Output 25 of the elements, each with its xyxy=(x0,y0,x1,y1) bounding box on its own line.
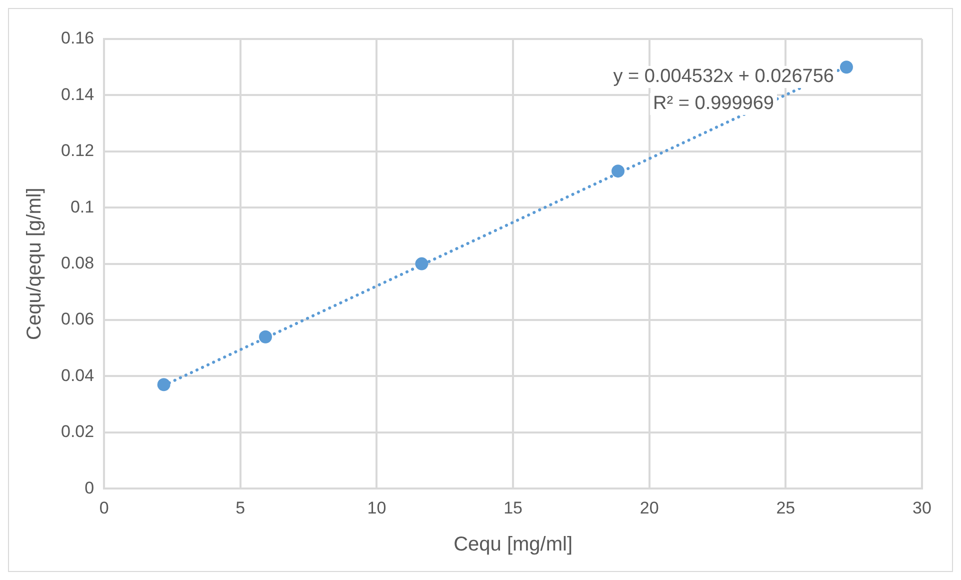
y-tick-label: 0.1 xyxy=(70,197,94,216)
x-tick-label: 5 xyxy=(236,498,246,518)
y-tick-label: 0.02 xyxy=(60,422,94,442)
point xyxy=(258,330,272,344)
y-tick-label: 0.16 xyxy=(60,28,94,48)
y-tick-label: 0.14 xyxy=(60,84,94,104)
y-tick-label: 0.06 xyxy=(60,310,94,329)
x-tick-label: 0 xyxy=(99,498,109,518)
x-tick-label: 20 xyxy=(640,498,659,518)
x-tick-label: 30 xyxy=(912,498,932,518)
y-axis-title: Cequ/qequ [g/ml] xyxy=(24,188,46,340)
point xyxy=(157,378,170,392)
annotation: R² = 0.999969 xyxy=(653,93,774,114)
x-tick-label: 10 xyxy=(367,498,386,518)
x-tick-label: 25 xyxy=(776,498,796,518)
point xyxy=(415,257,428,270)
point xyxy=(840,60,853,74)
annotation: y = 0.004532x + 0.026756 xyxy=(613,66,834,88)
y-tick-label: 0.12 xyxy=(60,141,94,160)
y-tick-label: 0.04 xyxy=(60,366,94,385)
x-axis-title: Cequ [mg/ml] xyxy=(454,534,573,556)
y-tick-label: 0.08 xyxy=(60,253,94,272)
y-tick-label: 0 xyxy=(84,478,94,498)
point xyxy=(612,164,625,178)
x-tick-label: 15 xyxy=(504,498,523,518)
